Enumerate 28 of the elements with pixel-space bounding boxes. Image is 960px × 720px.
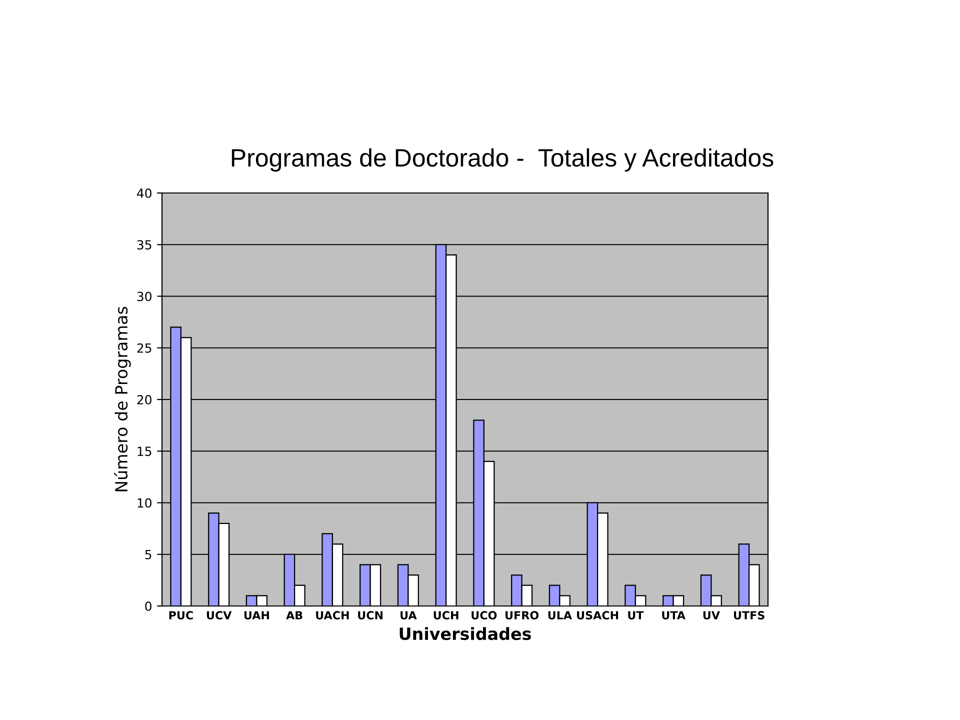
x-tick-label: UACH xyxy=(316,611,349,620)
y-tick-label: 20 xyxy=(137,394,152,404)
y-tick-label: 10 xyxy=(138,498,152,508)
x-tick-label: UCV xyxy=(206,611,232,620)
y-axis-title: Número de Programas xyxy=(114,306,131,492)
x-tick-label: UTFS xyxy=(734,611,764,620)
x-tick-label: USACH xyxy=(577,611,618,620)
x-tick-label: UCO xyxy=(472,611,497,620)
x-tick-label: UV xyxy=(703,611,720,620)
x-tick-label: UCH xyxy=(434,611,458,620)
x-tick-label: UFRO xyxy=(506,611,539,620)
x-tick-label: AB xyxy=(286,611,302,620)
y-tick-label: 25 xyxy=(137,343,152,353)
x-tick-label: UAH xyxy=(244,611,269,620)
y-tick-label: 40 xyxy=(136,188,152,198)
x-tick-label: UTA xyxy=(662,611,686,620)
y-tick-label: 0 xyxy=(145,601,152,611)
y-tick-label: 35 xyxy=(137,240,152,250)
chart-title: Programas de Doctorado - Totales y Acreditados xyxy=(232,148,774,172)
x-tick-label: UCN xyxy=(358,611,383,620)
x-tick-label: UT xyxy=(628,611,644,620)
x-tick-label: ULA xyxy=(548,611,572,620)
x-tick-label: PUC xyxy=(169,611,193,620)
y-tick-label: 15 xyxy=(138,446,152,456)
x-tick-label: UA xyxy=(400,611,417,620)
y-tick-label: 30 xyxy=(137,292,152,302)
y-tick-label: 5 xyxy=(145,550,152,560)
x-axis-title: Universidades xyxy=(400,627,531,640)
